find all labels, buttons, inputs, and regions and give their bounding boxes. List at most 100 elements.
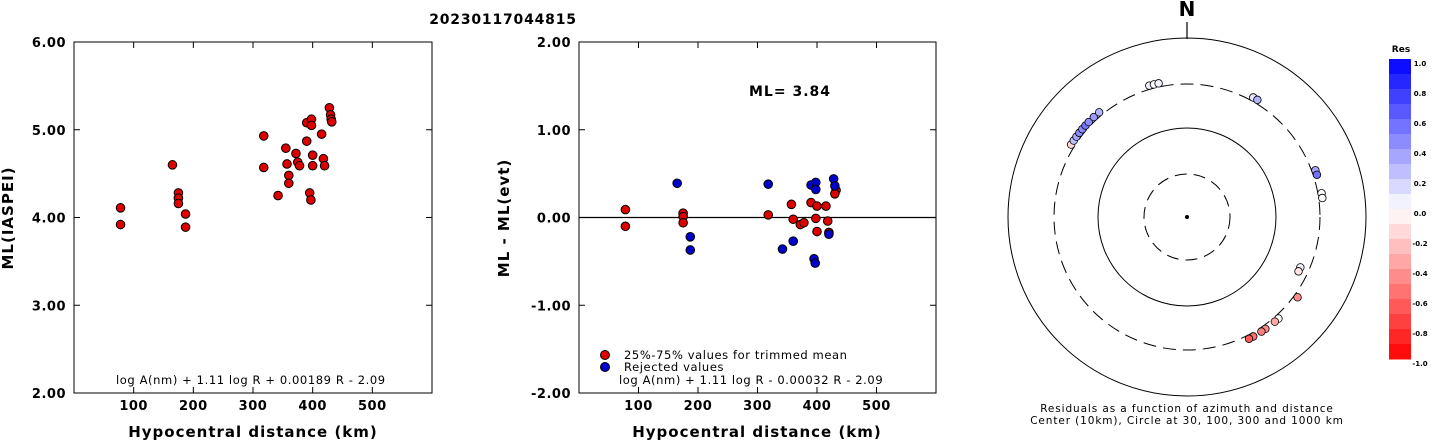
data-point	[620, 204, 631, 215]
data-point	[167, 160, 178, 170]
colorbar-band	[1389, 344, 1411, 360]
rejected-data-point	[830, 181, 840, 191]
residual-point	[1244, 334, 1254, 343]
colorbar-band	[1389, 224, 1411, 240]
data-point	[307, 150, 318, 160]
polar-data-points	[1066, 79, 1327, 343]
ring-100km	[1097, 127, 1277, 307]
colorbar-tick-label: 0.0	[1414, 210, 1427, 218]
data-point	[273, 190, 283, 201]
x-tick-label: 500	[358, 399, 387, 414]
left-data-points	[115, 103, 337, 232]
y-tick-label: 6.00	[32, 36, 66, 51]
data-point	[306, 120, 317, 131]
data-point	[812, 201, 822, 211]
residual-point	[1293, 293, 1302, 302]
residual-point	[1270, 317, 1280, 326]
x-tick-label: 100	[119, 399, 148, 414]
middle-y-axis-label: ML - ML(evt)	[495, 159, 513, 277]
left-x-axis-label: Hypocentral distance (km)	[128, 423, 378, 441]
x-tick-label: 100	[624, 399, 653, 414]
colorbar-tick-label: 0.6	[1414, 120, 1427, 128]
colorbar-tick-label: -1.0	[1412, 360, 1427, 368]
x-tick-label: 500	[862, 399, 891, 414]
x-tick-label: 400	[803, 399, 832, 414]
data-point	[284, 170, 294, 181]
polar-caption-line1: Residuals as a function of azimuth and d…	[1040, 403, 1334, 415]
left-y-ticks: 2.00 3.00 4.00 5.00 6.00	[32, 36, 432, 402]
rejected-data-point	[685, 245, 696, 255]
residual-point	[1084, 117, 1093, 127]
colorbar-tick-label: 0.2	[1414, 180, 1427, 188]
data-point	[822, 216, 833, 226]
legend-accepted-marker	[600, 350, 610, 360]
middle-x-axis-label: Hypocentral distance (km)	[632, 423, 882, 441]
colorbar-band	[1389, 254, 1411, 270]
data-point	[306, 195, 316, 205]
data-point	[316, 129, 327, 139]
ring-300km	[1053, 83, 1321, 351]
left-panel: 2.00 3.00 4.00 5.00 6.00 100 200 300 400 500 ML(…	[0, 36, 433, 441]
legend-rejected-marker	[600, 362, 610, 372]
colorbar-band	[1389, 284, 1411, 300]
data-point	[115, 219, 126, 230]
y-tick-label: 0.00	[537, 212, 571, 227]
y-tick-label: 5.00	[32, 124, 66, 139]
data-point	[678, 217, 688, 228]
data-point	[811, 213, 821, 224]
data-point	[282, 159, 292, 169]
data-point	[294, 160, 305, 171]
data-point	[786, 199, 797, 210]
colorbar-band	[1389, 104, 1411, 120]
colorbar-ticks: 1.0 0.8 0.6 0.4 0.2 0.0 -0.2 -0.4 -0.6 -0.8 -1.0	[1412, 60, 1427, 368]
colorbar-band	[1389, 239, 1411, 255]
rejected-data-point	[811, 184, 821, 195]
data-point	[115, 203, 126, 213]
polar-caption-line2: Center (10km), Circle at 30, 100, 300 an…	[1030, 415, 1344, 427]
colorbar-tick-label: -0.2	[1412, 240, 1427, 248]
legend-rejected-label: Rejected values	[624, 360, 724, 374]
y-tick-label: 4.00	[32, 212, 66, 227]
colorbar-band	[1389, 269, 1411, 285]
left-plot-frame	[73, 41, 433, 394]
middle-formula: log A(nm) + 1.11 log R - 0.00032 R - 2.0…	[619, 373, 883, 387]
colorbar-band	[1389, 179, 1411, 195]
colorbar-band	[1389, 194, 1411, 210]
data-point	[180, 222, 191, 232]
colorbar-band	[1389, 209, 1411, 225]
middle-y-ticks: -2.00 -1.00 0.00 1.00 2.00	[531, 36, 936, 402]
data-point	[319, 160, 330, 171]
x-tick-label: 200	[684, 399, 713, 414]
colorbar-band	[1389, 329, 1411, 345]
right-panel: N Residuals as a function of azimuth and…	[1007, 0, 1428, 427]
colorbar-tick-label: 1.0	[1414, 60, 1427, 68]
colorbar-band	[1389, 314, 1411, 330]
data-point	[291, 148, 301, 159]
colorbar-band	[1389, 74, 1411, 90]
x-tick-label: 300	[743, 399, 772, 414]
rejected-data-point	[810, 258, 821, 268]
data-point	[830, 189, 840, 199]
colorbar-title: Res	[1392, 45, 1410, 55]
rejected-data-point	[672, 178, 682, 189]
residual-point	[1257, 327, 1266, 336]
data-point	[620, 221, 631, 232]
ring-1000km	[1007, 37, 1367, 397]
x-tick-label: 300	[239, 399, 268, 414]
y-tick-label: 1.00	[537, 124, 571, 139]
rejected-data-point	[777, 244, 788, 254]
left-formula: log A(nm) + 1.11 log R + 0.00189 R - 2.0…	[116, 373, 386, 387]
residual-point	[1318, 193, 1327, 203]
ring-30km	[1143, 173, 1231, 261]
data-point	[326, 117, 337, 127]
rejected-data-point	[763, 179, 774, 189]
middle-panel: -2.00 -1.00 0.00 1.00 2.00 100 200 300 400 500 M…	[495, 36, 937, 441]
colorbar-band	[1389, 149, 1411, 165]
residual-point	[1312, 170, 1322, 179]
x-tick-label: 200	[179, 399, 208, 414]
data-point	[812, 226, 822, 237]
data-point	[788, 214, 799, 225]
legend-accepted-label: 25%-75% values for trimmed mean	[624, 348, 848, 362]
left-y-axis-label: ML(IASPEI)	[0, 166, 17, 269]
